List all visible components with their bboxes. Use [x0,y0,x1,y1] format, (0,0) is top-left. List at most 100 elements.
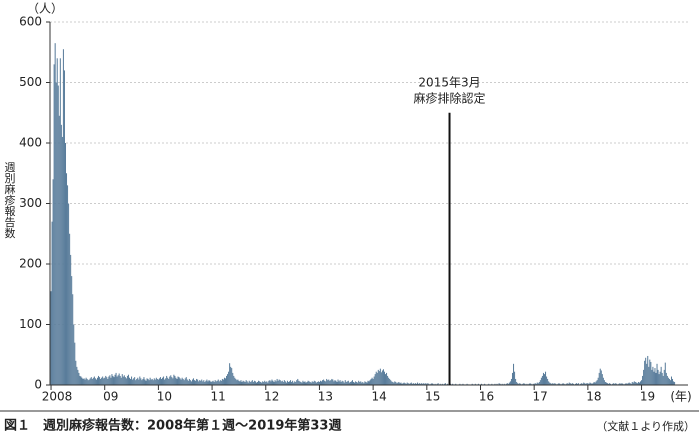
bar [57,85,59,386]
bar [325,381,327,385]
bar [422,383,424,385]
bar [624,383,626,385]
bar [116,376,118,385]
bar [419,383,421,385]
bar [255,382,257,385]
bar [76,366,78,385]
bar [588,383,590,385]
bar [399,383,401,385]
bar [265,381,267,385]
bar [421,383,423,385]
bar [606,383,608,385]
bar [484,383,486,385]
bar [667,377,669,385]
bar [167,377,169,385]
bar [363,383,365,385]
bar [362,381,364,385]
bar [431,383,433,385]
bar [135,380,137,385]
bar [515,378,517,385]
bar [408,383,410,385]
bar [82,378,84,385]
bar [230,366,232,385]
bar [598,372,600,385]
bar [292,380,294,385]
bar [190,381,192,385]
bar [477,383,479,385]
bar [603,380,605,385]
bar [263,381,265,385]
bar [234,377,236,385]
bar [205,380,207,385]
x-tick-label: 16 [479,390,494,404]
bar [549,382,551,385]
bar [637,381,639,385]
bar [371,377,373,385]
bar [669,380,671,385]
bar [102,376,104,385]
bar [555,383,557,385]
bar [662,375,664,385]
bar [633,381,635,385]
bar [312,381,314,385]
bar [126,375,128,385]
bar [272,380,274,385]
bar [508,382,510,385]
bar [542,372,544,385]
bar [203,380,205,385]
bar [586,383,588,385]
bar [291,381,293,385]
x-tick-label: 12 [264,390,279,404]
bar [113,377,115,385]
bar [434,383,436,385]
x-tick-label: 19 [640,390,655,404]
bar [143,377,145,385]
bar [112,375,114,385]
bar [546,376,548,385]
bar [466,383,468,385]
y-tick-label: 400 [19,136,42,150]
bar [651,369,653,385]
bar [176,378,178,385]
bar [355,381,357,385]
bar [609,383,611,385]
bar [420,383,422,385]
bar [563,383,565,385]
bar [250,381,252,385]
bar [214,380,216,385]
bar [388,377,390,385]
bar [283,380,285,385]
bar [496,383,498,385]
y-tick-label: 300 [19,196,42,210]
bar [618,383,620,385]
bar [441,383,443,385]
bar [290,380,292,385]
x-tick-label: 14 [371,390,386,404]
bar [410,382,412,385]
bar [157,379,159,385]
bar [322,380,324,385]
bar [311,381,313,385]
bar [666,375,668,385]
bar [71,276,73,385]
bar [557,383,559,385]
bar [518,383,520,385]
bar [346,381,348,385]
bar [237,379,239,385]
bar [616,383,618,385]
bar [670,376,672,385]
bar [200,380,202,385]
bar [345,381,347,385]
bar [642,375,644,385]
bar [123,375,125,385]
bar [524,383,526,385]
bar [358,380,360,385]
bar [124,377,126,385]
bar [114,374,116,385]
bar [86,378,88,385]
bar [137,377,139,385]
bar [587,383,589,385]
bar [320,381,323,385]
bar [647,355,649,385]
bar [293,382,295,385]
